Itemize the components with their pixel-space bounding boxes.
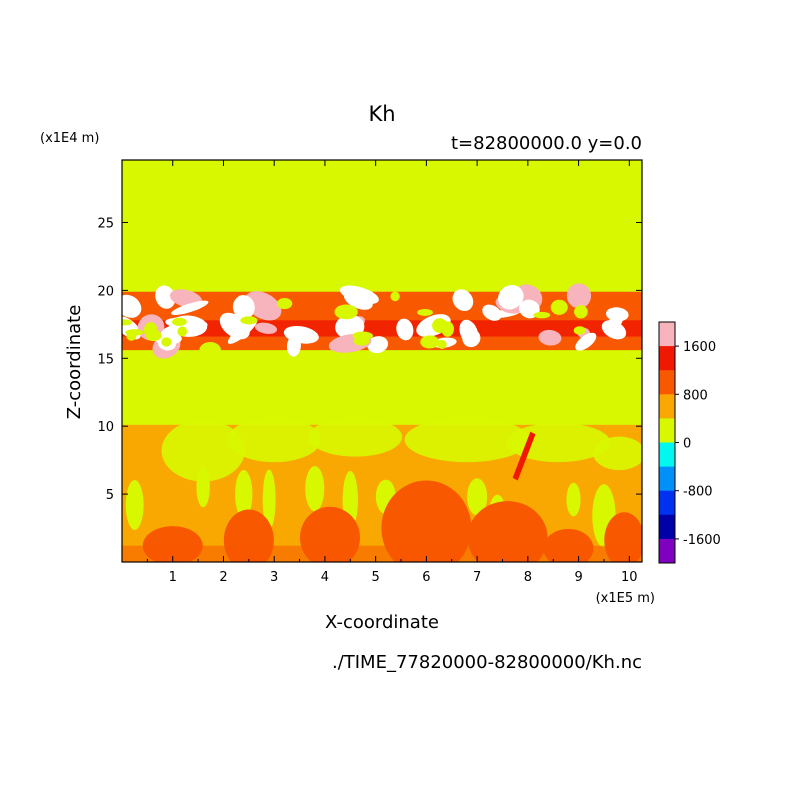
lower-plume: [161, 419, 245, 482]
upper-filament: [254, 322, 278, 334]
lower-core: [381, 480, 472, 562]
lower-core: [467, 501, 548, 562]
lower-plume: [196, 467, 210, 508]
colorbar-swatch: [659, 370, 675, 395]
x-tick-label: 7: [473, 570, 481, 585]
upper-gap: [573, 326, 586, 335]
colorbar-swatch: [659, 394, 675, 419]
colorbar-swatch: [659, 442, 675, 468]
upper-gap: [177, 326, 188, 337]
colorbar-label: -800: [683, 485, 713, 500]
upper-gap: [145, 329, 162, 342]
y-tick-label: 25: [97, 216, 114, 231]
lower-plume: [235, 469, 253, 519]
y-tick-label: 5: [106, 488, 114, 503]
upper-gap: [574, 305, 588, 319]
x-tick-label: 5: [372, 570, 380, 585]
colorbar-swatch: [659, 538, 675, 564]
upper-gap: [417, 308, 433, 316]
lower-plume: [262, 469, 276, 530]
x-tick-label: 10: [621, 570, 638, 585]
colorbar-label: -1600: [683, 533, 721, 548]
contour-field: [122, 283, 642, 562]
upper-gap: [199, 341, 221, 358]
upper-filament: [155, 285, 176, 309]
colorbar-swatch: [659, 514, 675, 540]
y-tick-label: 20: [97, 284, 114, 299]
x-axis-label: X-coordinate: [325, 612, 439, 633]
y-unit-label: (x1E4 m): [40, 131, 99, 146]
upper-filament: [538, 329, 562, 346]
lower-plume: [125, 479, 144, 530]
colorbar: 1600 800 0 -800 -1600: [658, 321, 721, 564]
y-axis-label: Z-coordinate: [64, 305, 85, 420]
colorbar-label: 1600: [683, 340, 716, 355]
upper-gap: [126, 331, 137, 341]
lower-plume: [227, 417, 321, 463]
x-tick-label: 4: [321, 570, 329, 585]
upper-gap: [240, 316, 258, 325]
upper-filament: [367, 336, 389, 354]
lower-plume: [593, 436, 642, 471]
upper-gap: [172, 317, 187, 326]
x-unit-label: (x1E5 m): [596, 591, 655, 606]
x-tick-label: 8: [524, 570, 532, 585]
upper-gap: [550, 299, 568, 315]
x-axis: 1 2 3 4 5 6 7 8 9 10: [146, 160, 638, 585]
upper-gap: [352, 331, 373, 341]
file-caption: ./TIME_77820000-82800000/Kh.nc: [332, 652, 642, 673]
colorbar-swatch: [659, 466, 675, 492]
colorbar-swatch: [659, 490, 675, 516]
x-tick-label: 3: [270, 570, 278, 585]
upper-filament: [339, 285, 379, 305]
x-tick-label: 1: [169, 570, 177, 585]
y-tick-label: 15: [97, 352, 114, 367]
upper-filament: [396, 318, 414, 341]
upper-gap: [122, 319, 133, 326]
lower-plume: [404, 417, 530, 463]
chart-title: Kh: [368, 102, 395, 126]
upper-filament: [232, 295, 255, 320]
lower-plume: [305, 466, 325, 512]
upper-filament: [122, 294, 142, 318]
plot-frame: [121, 159, 643, 563]
upper-filament: [575, 332, 597, 351]
upper-filament: [498, 284, 524, 310]
y-tick-label: 10: [97, 420, 114, 435]
upper-gap: [390, 291, 400, 302]
upper-gap: [533, 311, 551, 319]
lower-plume: [566, 482, 581, 517]
y-axis: 5 10 15 20 25: [97, 216, 642, 503]
x-tick-label: 6: [422, 570, 430, 585]
chart-subtitle: t=82800000.0 y=0.0: [451, 133, 642, 154]
upper-gap: [420, 335, 440, 349]
upper-filament: [605, 307, 629, 322]
upper-filament: [227, 318, 258, 344]
plot-area: [122, 160, 642, 562]
upper-gap: [161, 337, 172, 347]
bottom-band: [122, 545, 642, 562]
upper-gap: [432, 318, 448, 333]
lower-plume: [308, 417, 403, 457]
colorbar-swatch: [659, 346, 675, 371]
upper-filament: [171, 300, 209, 316]
colorbar-swatch: [659, 418, 675, 443]
lower-filament: [512, 431, 536, 481]
upper-gap: [334, 304, 358, 320]
x-tick-label: 9: [574, 570, 582, 585]
upper-filament: [566, 283, 592, 309]
lower-plume: [467, 478, 488, 516]
upper-gap: [437, 339, 447, 349]
colorbar-label: 0: [683, 437, 691, 452]
upper-filament: [452, 289, 474, 312]
colorbar-swatch: [659, 322, 675, 347]
upper-filament: [482, 304, 502, 321]
x-tick-label: 2: [219, 570, 227, 585]
upper-filament: [462, 329, 481, 348]
upper-gap: [276, 297, 293, 310]
upper-filament: [244, 291, 282, 321]
colorbar-label: 800: [683, 388, 708, 403]
upper-filament: [283, 325, 319, 344]
